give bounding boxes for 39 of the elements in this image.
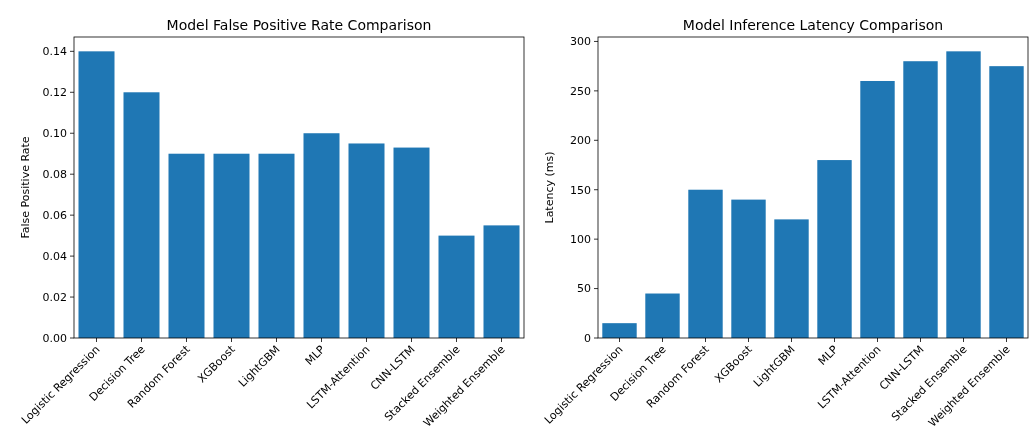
y-tick-label: 300: [570, 35, 591, 49]
bar: [393, 147, 430, 338]
y-tick-label: 200: [570, 134, 591, 148]
bar: [438, 235, 475, 338]
y-tick-label: 100: [570, 233, 591, 246]
bar: [213, 153, 250, 338]
y-tick-label: 150: [570, 183, 591, 197]
y-tick-label: 0.04: [42, 249, 67, 263]
y-tick-label: 50: [577, 282, 591, 296]
y-axis-title: False Positive Rate: [19, 136, 32, 239]
bar: [817, 160, 852, 338]
bar: [989, 66, 1024, 338]
chart-title: Model False Positive Rate Comparison: [166, 17, 432, 33]
bar: [123, 92, 160, 338]
y-tick-label: 0.00: [42, 331, 67, 345]
bar: [688, 189, 723, 338]
y-tick-label: 0.08: [42, 168, 67, 182]
bar: [946, 51, 981, 338]
bar: [903, 61, 938, 338]
bar: [258, 153, 295, 338]
bar: [774, 219, 809, 338]
bar: [303, 133, 340, 338]
y-tick-label: 0: [584, 331, 591, 345]
bar: [483, 225, 520, 338]
y-tick-label: 250: [570, 84, 591, 98]
bar: [731, 199, 766, 338]
y-tick-label: 0.12: [42, 86, 67, 100]
bar: [348, 143, 385, 338]
y-tick-label: 0.10: [42, 127, 67, 141]
y-axis-title: Latency (ms): [543, 151, 556, 224]
bar: [645, 293, 680, 338]
y-tick-label: 0.02: [42, 290, 67, 304]
chart-title: Model Inference Latency Comparison: [682, 17, 944, 33]
bar: [602, 323, 637, 338]
bar: [168, 153, 205, 338]
bar: [78, 51, 115, 338]
y-tick-label: 0.14: [42, 45, 67, 59]
y-tick-label: 0.06: [42, 208, 67, 222]
bar: [860, 80, 895, 338]
